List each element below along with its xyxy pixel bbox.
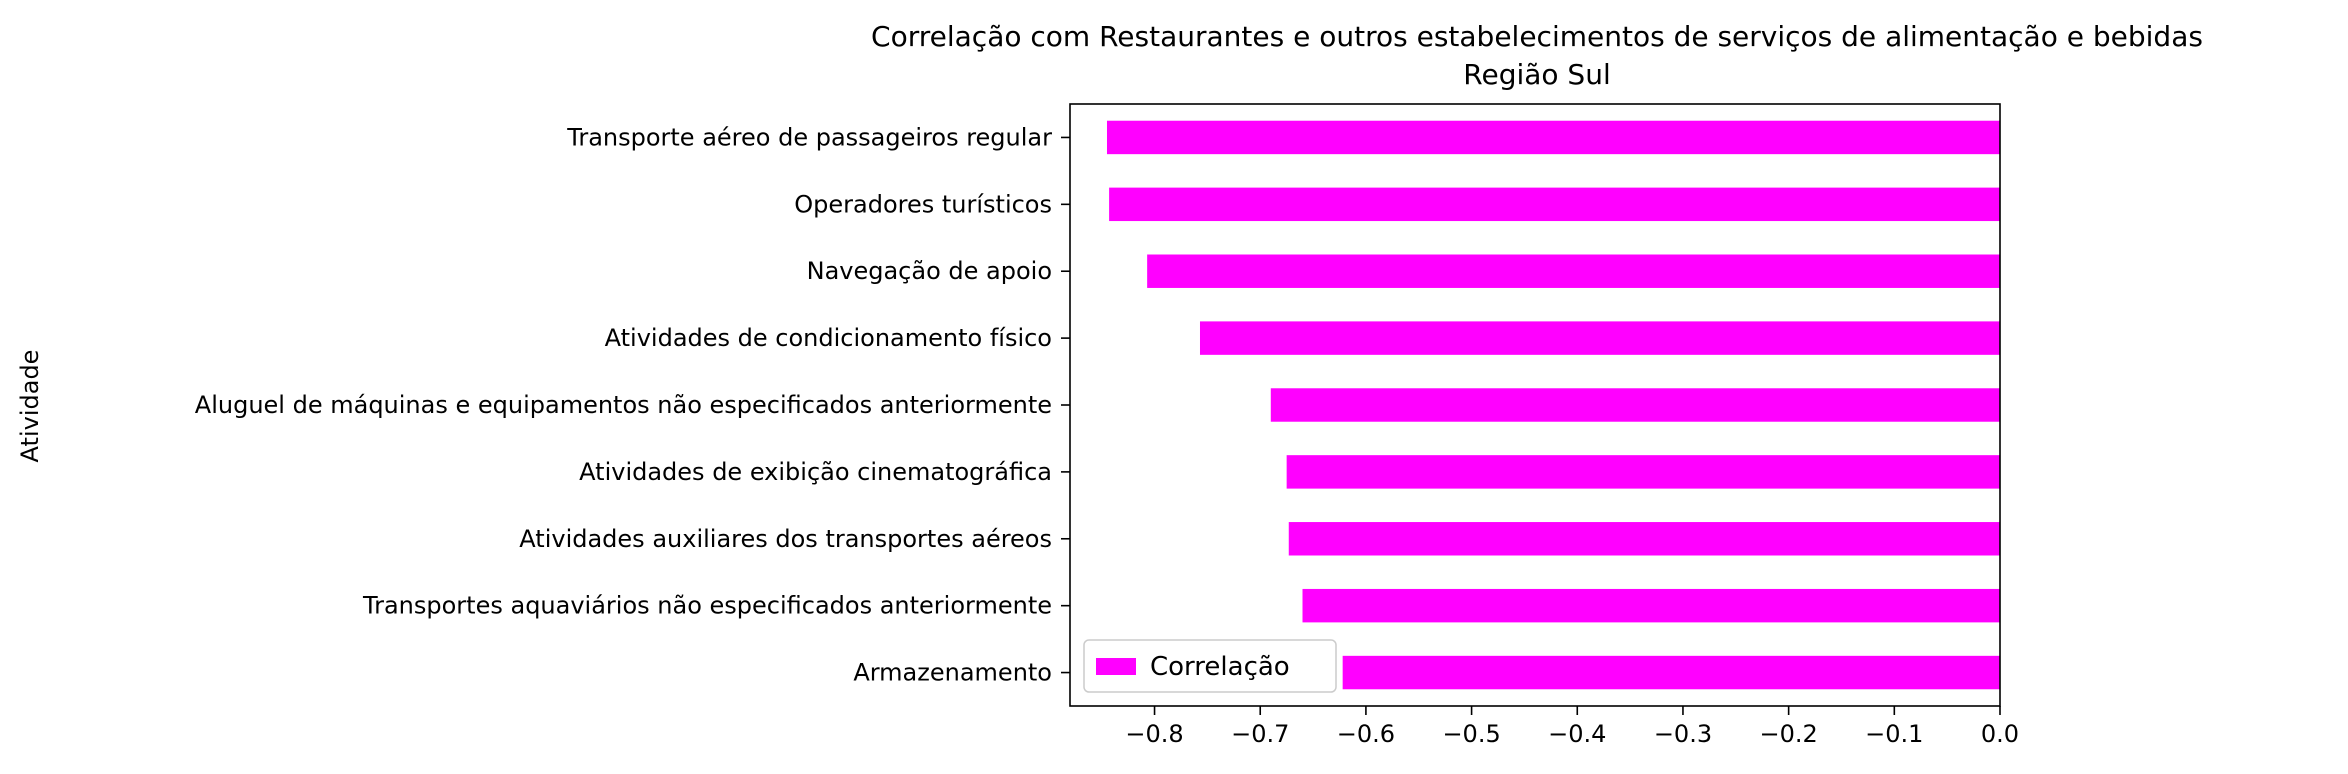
chart-title: Correlação com Restaurantes e outros est… <box>871 20 2203 53</box>
x-tick-label: −0.5 <box>1442 720 1500 748</box>
y-tick-label: Armazenamento <box>853 659 1052 687</box>
y-tick-label: Transporte aéreo de passageiros regular <box>566 123 1052 151</box>
y-tick-label: Aluguel de máquinas e equipamentos não e… <box>195 391 1052 419</box>
bar-8 <box>1302 588 2000 623</box>
bar-4 <box>1199 321 2000 355</box>
x-tick-label: −0.3 <box>1654 720 1712 748</box>
y-tick-label: Atividades de exibição cinematográfica <box>579 458 1052 486</box>
bar-2 <box>1109 187 2000 222</box>
plot-frame <box>1069 103 2001 707</box>
bars-group <box>1106 120 2000 690</box>
y-tick-label: Atividades auxiliares dos transportes aé… <box>519 525 1052 553</box>
x-ticks-group: −0.8 −0.7 −0.6 −0.5 −0.4 −0.3 −0.2 −0.1 0.0 <box>1125 706 2019 748</box>
bar-9 <box>1342 655 2000 690</box>
legend: Correlação <box>1083 639 1337 693</box>
y-tick-label: Operadores turísticos <box>794 190 1052 218</box>
y-ticks-group: Transporte aéreo de passageiros regular O… <box>195 123 1070 687</box>
x-tick-label: −0.1 <box>1865 720 1923 748</box>
y-tick-label: Atividades de condicionamento físico <box>605 324 1052 352</box>
bar-3 <box>1147 254 2000 288</box>
y-tick-label: Navegação de apoio <box>807 257 1052 285</box>
x-tick-label: 0.0 <box>1981 720 2019 748</box>
bar-6 <box>1286 455 2000 489</box>
bar-1 <box>1106 120 2000 155</box>
y-tick-label: Transportes aquaviários não especificado… <box>362 592 1052 620</box>
x-tick-label: −0.8 <box>1125 720 1183 748</box>
legend-box <box>1083 639 1337 693</box>
bar-7 <box>1288 522 2000 556</box>
legend-label: Correlação <box>1150 652 1290 682</box>
bar-5 <box>1270 388 2000 422</box>
x-tick-label: −0.4 <box>1548 720 1606 748</box>
x-tick-label: −0.7 <box>1231 720 1289 748</box>
y-axis-label: Atividade <box>16 350 44 463</box>
x-tick-label: −0.6 <box>1337 720 1395 748</box>
legend-swatch <box>1096 658 1136 675</box>
chart-subtitle: Região Sul <box>1463 58 1610 91</box>
x-tick-label: −0.2 <box>1759 720 1817 748</box>
